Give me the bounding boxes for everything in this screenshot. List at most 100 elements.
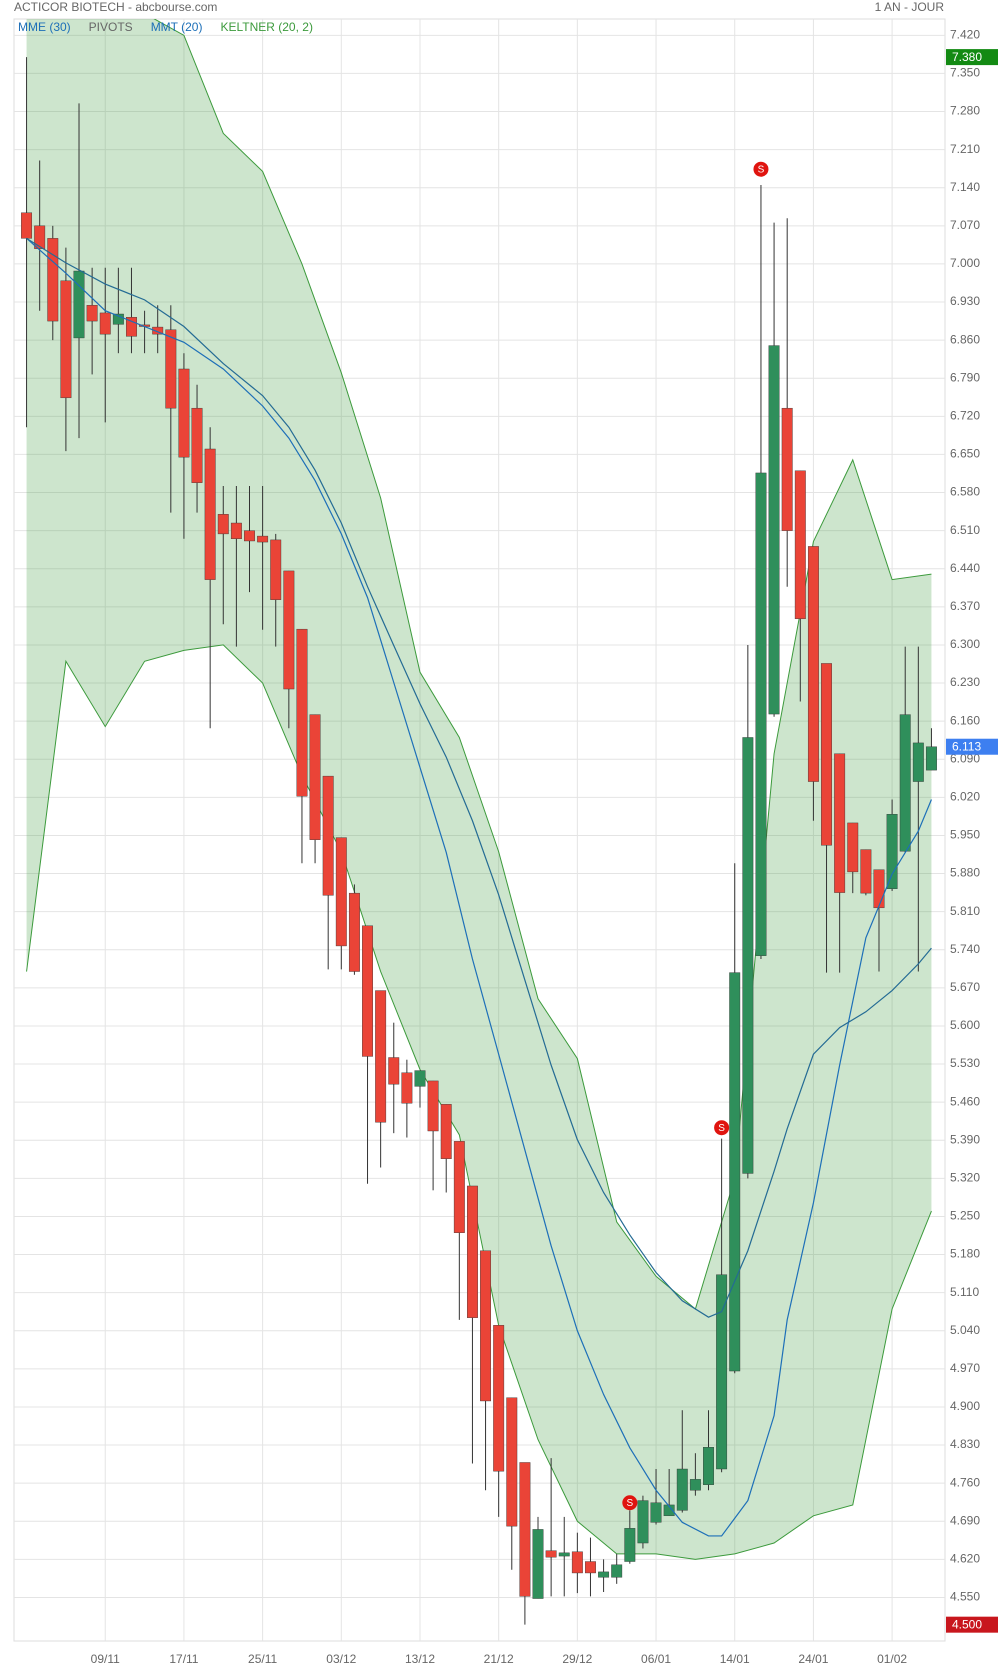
candle-body	[335, 837, 347, 947]
candle-body	[729, 972, 741, 1372]
candle-body	[637, 1500, 649, 1544]
candle-body	[440, 1104, 452, 1159]
candle-body	[742, 737, 754, 1174]
candle-body	[191, 407, 203, 483]
candle-body	[47, 238, 59, 322]
y-tick-label: 5.530	[950, 1056, 980, 1070]
candle-body	[152, 326, 164, 335]
y-tick-label: 5.460	[950, 1094, 980, 1108]
candle-body	[453, 1141, 465, 1233]
candle-body	[414, 1070, 426, 1087]
y-tick-label: 7.210	[950, 142, 980, 156]
candle-body	[689, 1479, 701, 1491]
y-tick-label: 7.420	[950, 28, 980, 42]
y-tick-label: 7.280	[950, 104, 980, 118]
candle-body	[794, 470, 806, 620]
y-tick-label: 4.970	[950, 1361, 980, 1375]
y-tick-label: 6.020	[950, 790, 980, 804]
candle-body	[886, 814, 898, 889]
candle-body	[663, 1504, 675, 1517]
candle-body	[834, 753, 846, 893]
y-tick-label: 5.390	[950, 1132, 980, 1146]
y-tick-label: 6.860	[950, 332, 980, 346]
x-tick-label: 17/11	[169, 1652, 198, 1666]
candle-body	[703, 1447, 714, 1485]
keltner-lower	[26, 644, 932, 1560]
x-tick-label: 24/01	[798, 1652, 828, 1666]
y-tick-label: 7.140	[950, 180, 980, 194]
candle-body	[204, 448, 216, 580]
candle-body	[257, 535, 269, 543]
x-tick-label: 06/01	[641, 1652, 671, 1666]
candle-body	[165, 329, 177, 409]
y-tick-label: 5.600	[950, 1018, 980, 1032]
candle-body	[217, 514, 229, 535]
candle-body	[676, 1468, 688, 1511]
candle-body	[807, 546, 819, 782]
candle-body	[860, 849, 872, 894]
candle-body	[598, 1571, 610, 1578]
candle-body	[73, 270, 85, 339]
x-tick-label: 25/11	[248, 1652, 277, 1666]
y-tick-label: 5.180	[950, 1247, 980, 1261]
candle-body	[60, 280, 72, 399]
y-tick-label: 4.900	[950, 1399, 980, 1413]
x-tick-label: 14/01	[720, 1652, 750, 1666]
candle-body	[716, 1274, 728, 1470]
candle-body	[821, 663, 832, 846]
y-tick-label: 6.580	[950, 485, 980, 499]
candle-body	[178, 368, 190, 458]
candle-body	[585, 1561, 596, 1574]
candle-body	[650, 1502, 662, 1523]
plot: S S S	[21, 19, 937, 1625]
candle-body	[34, 225, 46, 249]
candle-body	[112, 313, 124, 325]
candle-body	[99, 312, 111, 335]
candle-body	[571, 1551, 583, 1574]
candle-body	[519, 1462, 531, 1597]
y-tick-label: 6.510	[950, 523, 980, 537]
candle-body	[362, 925, 373, 1057]
price-tag-label: 6.113	[952, 739, 981, 753]
candle-body	[493, 1325, 505, 1472]
candle-body	[348, 892, 360, 972]
y-tick-label: 6.790	[950, 370, 980, 384]
y-tick-label: 6.230	[950, 675, 980, 689]
candle-body	[388, 1057, 400, 1085]
price-tag-label: 7.380	[952, 50, 982, 64]
candle-body	[86, 305, 98, 322]
signal-label: S	[626, 1498, 633, 1509]
legend-entry: PIVOTS	[89, 20, 133, 34]
y-tick-label: 5.320	[950, 1171, 980, 1185]
candle-body	[296, 628, 308, 797]
y-tick-label: 6.440	[950, 561, 980, 575]
x-tick-label: 21/12	[484, 1652, 514, 1666]
x-tick-label: 01/02	[877, 1652, 907, 1666]
y-tick-label: 6.650	[950, 447, 980, 461]
candle-body	[466, 1185, 478, 1318]
candle-body	[480, 1250, 492, 1402]
y-tick-label: 5.950	[950, 828, 980, 842]
candle-body	[427, 1080, 439, 1132]
y-tick-label: 5.880	[950, 866, 980, 880]
y-tick-label: 5.250	[950, 1209, 980, 1223]
signal-marker	[714, 1120, 730, 1136]
candle-body	[506, 1397, 518, 1527]
y-tick-label: 7.350	[950, 66, 980, 80]
y-tick-label: 6.930	[950, 294, 980, 308]
candle-body	[283, 570, 295, 690]
candle-body	[768, 345, 780, 715]
y-tick-label: 6.090	[950, 751, 980, 765]
price-tag-label: 4.500	[952, 1617, 982, 1631]
legend-entry: MME (30)	[18, 20, 71, 34]
candle-body	[925, 746, 937, 771]
candle-body	[532, 1529, 544, 1599]
y-tick-label: 6.720	[950, 409, 980, 423]
price-tag	[946, 49, 998, 66]
signal-marker	[622, 1495, 638, 1511]
y-tick-label: 4.760	[950, 1475, 980, 1489]
y-tick-label: 4.550	[950, 1590, 980, 1604]
candle-body	[847, 822, 859, 873]
candle-body	[126, 317, 137, 337]
